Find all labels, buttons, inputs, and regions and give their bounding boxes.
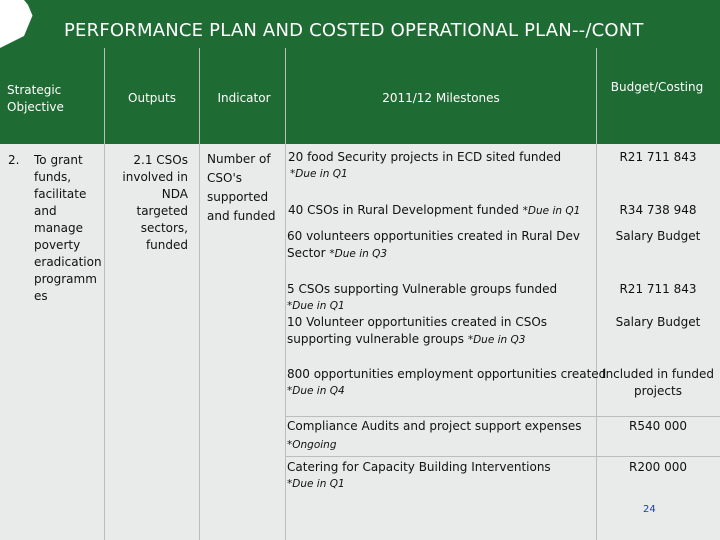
header-cell-indicator xyxy=(200,48,285,144)
budget-value: Included in funded projects xyxy=(602,367,714,398)
header-outputs: Outputs xyxy=(128,91,176,105)
milestone-row: 40 CSOs in Rural Development funded *Due… xyxy=(288,202,593,220)
milestone-text: Compliance Audits and project support ex… xyxy=(287,419,582,433)
row-divider xyxy=(286,416,720,417)
objective-number: 2. xyxy=(8,153,20,167)
budget-value: R540 000 xyxy=(629,419,687,433)
milestone-text: 800 opportunities employment opportuniti… xyxy=(287,367,607,381)
title-banner: PERFORMANCE PLAN AND COSTED OPERATIONAL … xyxy=(0,0,720,48)
objective-text: To grant funds, facilitate and manage po… xyxy=(34,153,102,303)
milestone-text: 20 food Security projects in ECD sited f… xyxy=(288,150,562,164)
budget-value: R21 711 843 xyxy=(619,150,697,164)
output-text: 2.1 CSOs involved in NDA targeted sector… xyxy=(122,153,188,252)
milestone-text: 40 CSOs in Rural Development funded xyxy=(288,203,519,217)
header-cell-budget xyxy=(597,48,720,144)
page-number: 24 xyxy=(643,504,656,515)
milestone-text: Catering for Capacity Building Intervent… xyxy=(287,460,551,474)
column-divider xyxy=(596,48,597,540)
milestone-row: 800 opportunities employment opportuniti… xyxy=(287,366,606,400)
header-milestones: 2011/12 Milestones xyxy=(382,91,500,105)
column-divider xyxy=(199,48,200,540)
budget-value: R200 000 xyxy=(629,460,687,474)
milestone-text: 10 Volunteer opportunities created in CS… xyxy=(287,315,548,346)
header-cell-milestones xyxy=(286,48,596,144)
milestone-text: 60 volunteers opportunities created in R… xyxy=(287,229,580,260)
due-note: *Due in Q3 xyxy=(329,248,388,260)
header-indicator: Indicator xyxy=(217,91,271,105)
plan-table: Strategic Objective Outputs Indicator 20… xyxy=(0,48,720,540)
column-divider xyxy=(285,48,286,540)
due-note: *Due in Q1 xyxy=(290,168,348,180)
budget-value: R34 738 948 xyxy=(619,203,697,217)
header-budget: Budget/Costing xyxy=(610,80,704,94)
banner-corner-decoration xyxy=(0,0,44,48)
due-note: *Due in Q3 xyxy=(467,334,526,346)
row-divider xyxy=(286,456,720,457)
budget-value: R21 711 843 xyxy=(619,282,697,296)
budget-value: Salary Budget xyxy=(615,229,701,243)
milestone-row: Compliance Audits and project support ex… xyxy=(287,418,592,454)
due-note: *Ongoing xyxy=(287,439,337,451)
due-note: *Due in Q1 xyxy=(287,300,345,312)
header-cell-objective xyxy=(0,48,104,144)
milestone-row: Catering for Capacity Building Intervent… xyxy=(287,459,592,493)
budget-value: Salary Budget xyxy=(615,315,701,329)
header-strategic-objective: Strategic Objective xyxy=(7,83,64,114)
due-note: *Due in Q1 xyxy=(522,205,581,217)
header-cell-outputs xyxy=(105,48,199,144)
milestone-row: 60 volunteers opportunities created in R… xyxy=(287,228,582,263)
milestone-text: 5 CSOs supporting Vulnerable groups fund… xyxy=(287,282,558,296)
due-note: *Due in Q1 xyxy=(287,478,345,490)
page-title: PERFORMANCE PLAN AND COSTED OPERATIONAL … xyxy=(64,20,644,41)
milestone-row: 10 Volunteer opportunities created in CS… xyxy=(287,314,559,349)
milestone-row: 20 food Security projects in ECD sited f… xyxy=(288,149,593,183)
indicator-text: Number of CSO's supported and funded xyxy=(207,152,276,223)
milestone-row: 5 CSOs supporting Vulnerable groups fund… xyxy=(287,281,592,315)
due-note: *Due in Q4 xyxy=(287,385,345,397)
column-divider xyxy=(104,48,105,540)
